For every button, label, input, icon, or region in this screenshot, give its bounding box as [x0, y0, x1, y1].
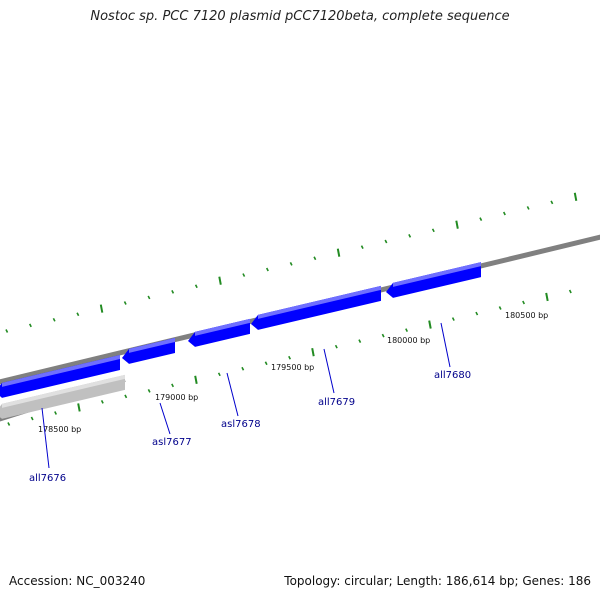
- position-label: 180000 bp: [387, 336, 430, 345]
- minor-tick: [123, 301, 127, 305]
- minor-tick: [381, 333, 385, 338]
- minor-tick: [498, 306, 502, 310]
- minor-tick: [7, 422, 11, 426]
- minor-tick: [360, 245, 364, 249]
- gene-arrow-highlight: [2, 355, 120, 387]
- minor-tick: [475, 311, 479, 316]
- minor-tick: [52, 317, 56, 322]
- position-label: 178500 bp: [38, 425, 81, 434]
- minor-tick: [100, 400, 104, 404]
- gene-label-asl7677[interactable]: asl7677: [152, 437, 192, 448]
- minor-tick: [289, 262, 293, 266]
- map-title: Nostoc sp. PCC 7120 plasmid pCC7120beta,…: [90, 9, 510, 24]
- gene-labels: all7676 asl7677 asl7678 all7679 all7680: [29, 370, 471, 484]
- minor-tick: [502, 211, 506, 216]
- minor-tick: [288, 355, 292, 360]
- minor-tick: [54, 411, 58, 415]
- minor-tick: [384, 239, 388, 244]
- gene-arrow-asl7678[interactable]: [188, 318, 250, 347]
- position-label: 179000 bp: [155, 393, 198, 402]
- minor-tick: [147, 295, 151, 300]
- gene-label-asl7678[interactable]: asl7678: [221, 419, 261, 430]
- minor-tick: [358, 339, 362, 344]
- major-tick: [336, 248, 341, 257]
- minor-tick: [313, 256, 317, 261]
- position-labels: 178500 bp 179000 bp 179500 bp 180000 bp …: [38, 311, 548, 434]
- minor-tick: [76, 312, 80, 317]
- gene-arrow-highlight: [258, 285, 381, 319]
- accession-label: Accession: NC_003240: [9, 574, 146, 588]
- summary-label: Topology: circular; Length: 186,614 bp; …: [284, 574, 591, 588]
- outer-tick-marks: [5, 192, 578, 333]
- major-tick: [218, 276, 222, 285]
- gene-arrow-highlight: [129, 337, 175, 353]
- gene-label-line: [440, 322, 451, 368]
- minor-tick: [334, 344, 338, 349]
- gene-arrows: [0, 262, 481, 419]
- minor-tick: [217, 372, 221, 377]
- major-tick: [194, 375, 198, 385]
- minor-tick: [242, 273, 246, 277]
- minor-tick: [28, 323, 32, 328]
- minor-tick: [124, 394, 128, 399]
- gene-label-line: [323, 348, 335, 394]
- minor-tick: [241, 366, 245, 371]
- minor-tick: [264, 361, 268, 366]
- minor-tick: [451, 317, 455, 321]
- gene-label-line: [41, 407, 50, 469]
- minor-tick: [568, 289, 572, 294]
- minor-tick: [431, 228, 435, 233]
- minor-tick: [550, 200, 554, 205]
- gene-label-line: [226, 372, 239, 417]
- minor-tick: [147, 389, 151, 393]
- minor-tick: [5, 329, 9, 333]
- major-tick: [311, 348, 315, 357]
- gene-arrow-highlight: [393, 262, 481, 287]
- major-tick: [428, 320, 432, 329]
- gene-arrow-asl7677[interactable]: [122, 337, 175, 364]
- minor-tick: [479, 217, 483, 221]
- gene-arrow-all7680[interactable]: [386, 262, 481, 298]
- gene-arrow-highlight: [195, 318, 250, 336]
- gene-arrow-all7676[interactable]: [0, 355, 120, 398]
- minor-tick: [522, 300, 526, 305]
- gene-arrow-highlight: [2, 374, 125, 408]
- gene-label-line: [159, 402, 171, 435]
- minor-tick: [408, 234, 412, 238]
- minor-tick: [30, 416, 34, 421]
- gene-arrow-all7676-lower[interactable]: [0, 374, 125, 419]
- minor-tick: [265, 267, 269, 272]
- major-tick: [455, 220, 459, 229]
- major-tick: [573, 192, 578, 201]
- gene-label-all7679[interactable]: all7679: [318, 397, 355, 408]
- minor-tick: [171, 383, 175, 388]
- gene-label-all7680[interactable]: all7680: [434, 370, 471, 381]
- minor-tick: [526, 206, 530, 210]
- gene-label-all7676[interactable]: all7676: [29, 473, 66, 484]
- gene-label-lines: [41, 322, 451, 469]
- position-label: 180500 bp: [505, 311, 548, 320]
- major-tick: [99, 304, 104, 313]
- inner-tick-marks: [7, 289, 572, 426]
- major-tick: [77, 403, 81, 412]
- major-tick: [545, 292, 549, 302]
- minor-tick: [405, 328, 409, 332]
- minor-tick: [194, 284, 198, 289]
- position-label: 179500 bp: [271, 363, 314, 372]
- gene-arrow-all7679[interactable]: [251, 285, 381, 330]
- minor-tick: [171, 289, 175, 294]
